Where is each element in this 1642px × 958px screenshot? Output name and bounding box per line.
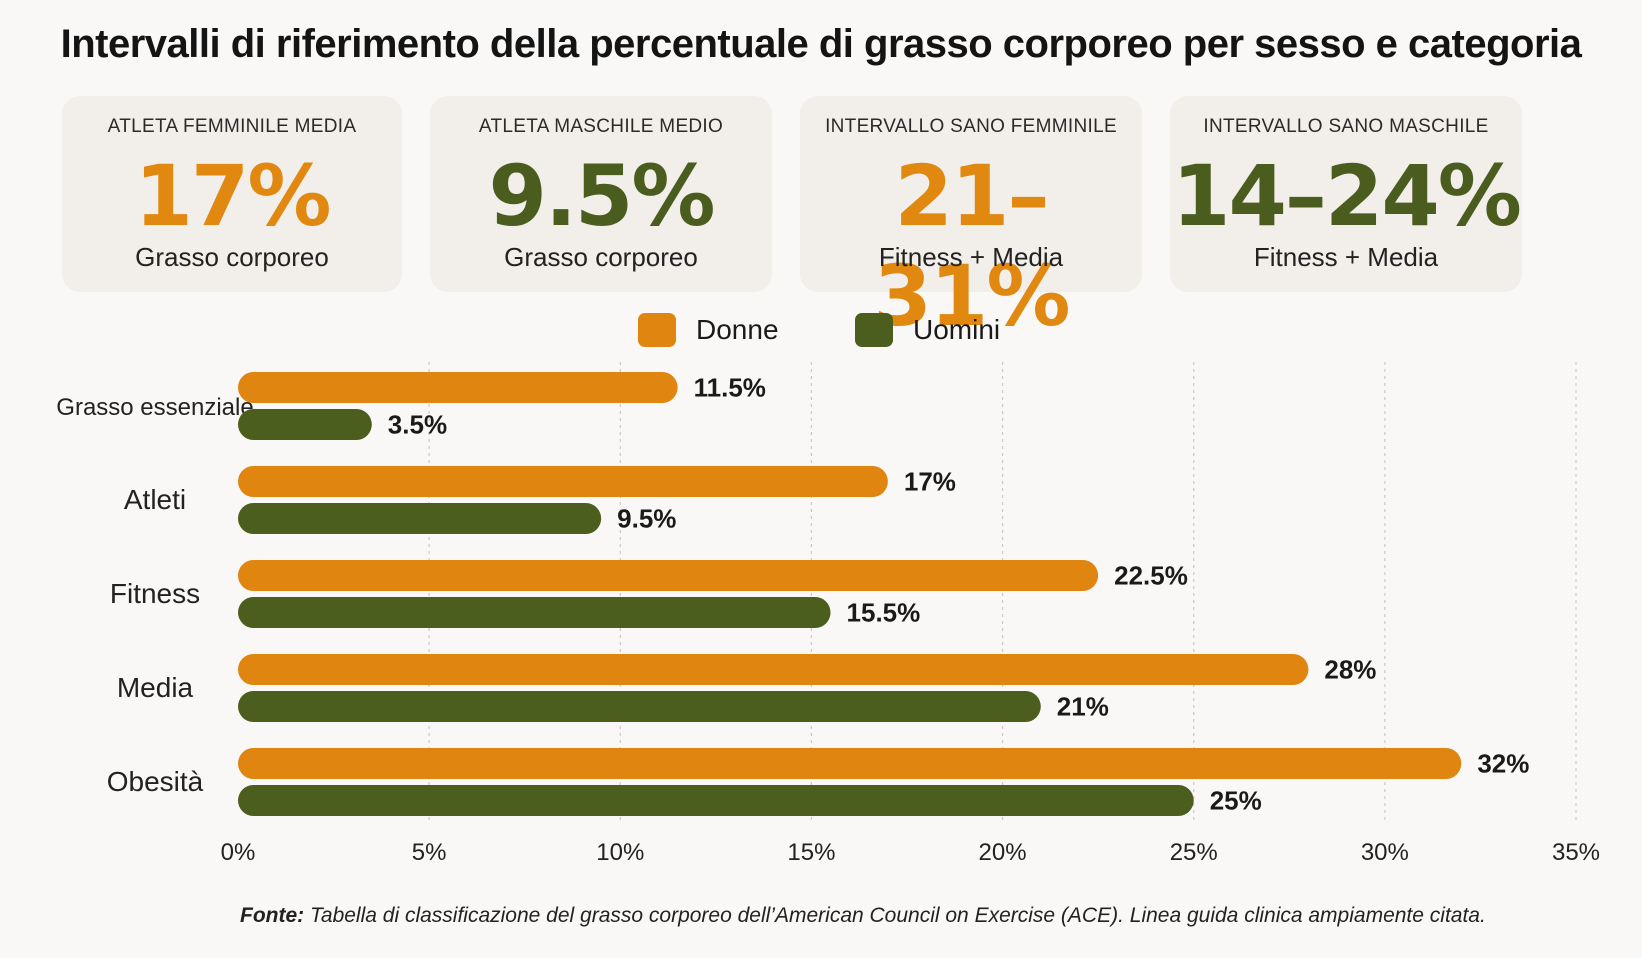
card-subtitle: Fitness + Media [878, 242, 1064, 272]
x-tick-label: 30% [1361, 839, 1409, 866]
source-text: Tabella di classificazione del grasso co… [304, 904, 1486, 927]
bar-uomini [238, 409, 372, 440]
card-label: INTERVALLO SANO MASCHILE [1203, 116, 1489, 137]
source-prefix: Fonte: [240, 904, 305, 927]
data-label: 28% [1324, 655, 1376, 685]
card-label: INTERVALLO SANO FEMMINILE [825, 116, 1117, 137]
category-label: Fitness [110, 578, 200, 609]
source-note: Fonte: Tabella di classificazione del gr… [240, 904, 1486, 928]
data-label: 25% [1210, 786, 1262, 816]
data-label: 21% [1057, 692, 1109, 722]
chart-title: Intervalli di riferimento della percentu… [60, 22, 1582, 66]
category-label: Obesità [107, 766, 204, 797]
x-tick-label: 5% [412, 839, 447, 866]
x-tick-label: 35% [1552, 839, 1600, 866]
data-label: 17% [904, 467, 956, 497]
bar-uomini [238, 691, 1041, 722]
x-tick-label: 10% [596, 839, 644, 866]
category-label: Grasso essenziale [56, 394, 253, 421]
card-value: 14–24% [1172, 147, 1522, 245]
bar-donne [238, 560, 1099, 591]
bar-uomini [238, 785, 1194, 816]
x-tick-label: 20% [979, 839, 1027, 866]
bar-chart: 0% 5% 10% 15% 20% 25% 30% 35% Grasso essenziale 1… [56, 362, 1600, 866]
x-tick-label: 15% [787, 839, 835, 866]
data-label: 22.5% [1114, 561, 1188, 591]
legend-swatch-uomini [855, 313, 893, 347]
data-label: 9.5% [617, 504, 676, 534]
data-label: 32% [1477, 749, 1529, 779]
card-value: 21–31% [873, 147, 1070, 345]
data-label: 11.5% [694, 373, 766, 403]
legend-label: Donne [696, 314, 779, 345]
card-male-athlete: ATLETA MASCHILE MEDIO 9.5% Grasso corpor… [430, 96, 772, 292]
category-label: Atleti [124, 484, 186, 515]
legend-item-uomini: Uomini [855, 310, 1000, 350]
card-subtitle: Grasso corporeo [135, 242, 329, 272]
x-tick-label: 0% [221, 839, 256, 866]
bar-donne [238, 654, 1309, 685]
card-female-athlete: ATLETA FEMMINILE MEDIA 17% Grasso corpor… [62, 96, 402, 292]
category-label: Media [117, 672, 194, 703]
summary-cards: ATLETA FEMMINILE MEDIA 17% Grasso corpor… [62, 96, 1594, 345]
card-label: ATLETA FEMMINILE MEDIA [107, 116, 357, 137]
legend-label: Uomini [913, 314, 1001, 345]
x-tick-label: 25% [1170, 839, 1218, 866]
legend: Donne Uomini [0, 310, 1642, 350]
bar-donne [238, 748, 1462, 779]
card-value: 9.5% [488, 147, 716, 245]
card-subtitle: Grasso corporeo [504, 242, 698, 272]
card-male-healthy-range: INTERVALLO SANO MASCHILE 14–24% Fitness … [1170, 96, 1522, 292]
card-label: ATLETA MASCHILE MEDIO [478, 116, 724, 137]
bar-donne [238, 466, 888, 497]
legend-item-donne: Donne [638, 310, 779, 350]
bar-donne [238, 372, 678, 403]
card-value: 17% [134, 147, 331, 245]
bar-uomini [238, 503, 602, 534]
card-female-healthy-range: INTERVALLO SANO FEMMINILE 21–31% Fitness… [800, 96, 1142, 345]
legend-swatch-donne [638, 313, 676, 347]
data-label: 15.5% [847, 598, 921, 628]
bar-uomini [238, 597, 831, 628]
data-label: 3.5% [388, 410, 447, 440]
card-subtitle: Fitness + Media [1253, 242, 1439, 272]
